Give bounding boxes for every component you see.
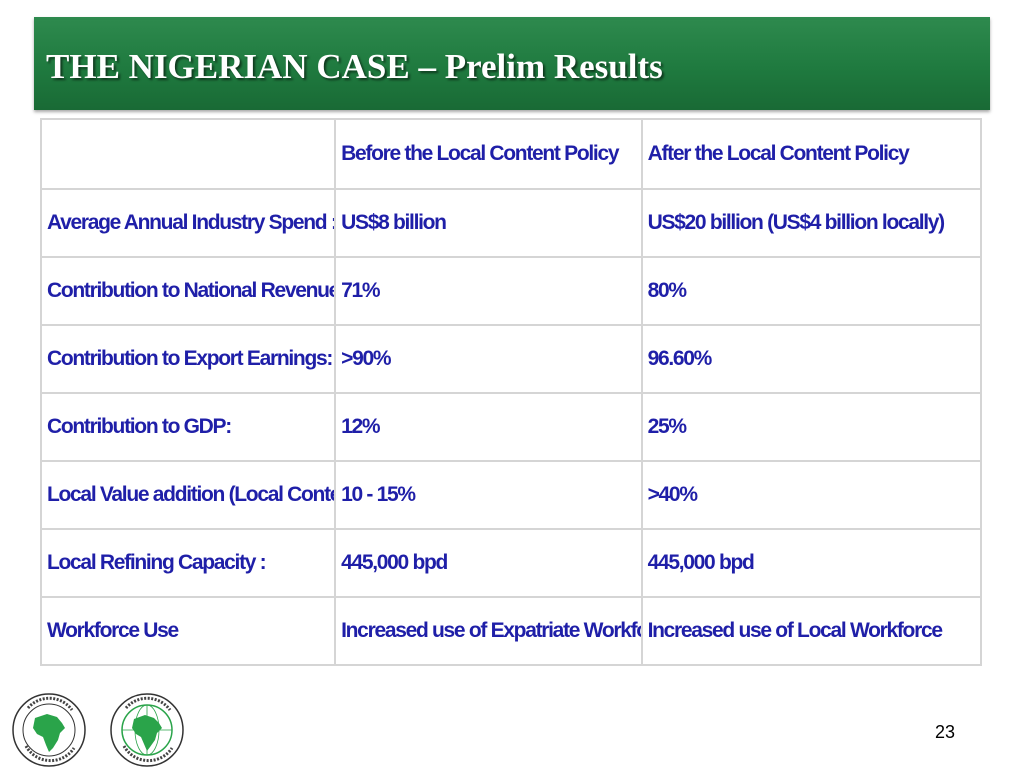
before-value: 71%	[334, 256, 643, 326]
afdb-bank-logo	[2, 690, 97, 768]
header-cell	[39, 118, 337, 190]
row-label: Contribution to Export Earnings:	[39, 324, 337, 394]
row-label: Average Annual Industry Spend :	[39, 188, 337, 258]
table-row: Contribution to National Revenue : 71% 8…	[39, 256, 983, 326]
row-label: Contribution to GDP:	[39, 392, 337, 462]
row-label: Local Refining Capacity :	[39, 528, 337, 598]
before-value: Increased use of Expatriate Workforce	[334, 596, 643, 666]
before-value: 445,000 bpd	[334, 528, 643, 598]
africa-map-icon	[33, 714, 65, 752]
title-bar: THE NIGERIAN CASE – Prelim Results	[34, 17, 990, 110]
before-value: US$8 billion	[334, 188, 643, 258]
after-value: Increased use of Local Workforce	[640, 596, 983, 666]
table-row: Contribution to GDP: 12% 25%	[39, 392, 983, 462]
header-cell: Before the Local Content Policy	[334, 118, 643, 190]
after-value: 96.60%	[640, 324, 983, 394]
row-label: Workforce Use	[39, 596, 337, 666]
results-table: Before the Local Content Policy After th…	[39, 118, 983, 666]
row-label: Contribution to National Revenue :	[39, 256, 337, 326]
table-row: Average Annual Industry Spend : US$8 bil…	[39, 188, 983, 258]
after-value: 25%	[640, 392, 983, 462]
table-row: Workforce Use Increased use of Expatriat…	[39, 596, 983, 666]
page-number: 23	[935, 722, 956, 742]
after-value: 80%	[640, 256, 983, 326]
row-label: Local Value addition (Local Content):	[39, 460, 337, 530]
before-value: 10 - 15%	[334, 460, 643, 530]
after-value: US$20 billion (US$4 billion locally)	[640, 188, 983, 258]
africa-map-icon	[132, 715, 162, 751]
table-row: Local Value addition (Local Content): 10…	[39, 460, 983, 530]
header-cell: After the Local Content Policy	[640, 118, 983, 190]
table-row: Local Refining Capacity : 445,000 bpd 44…	[39, 528, 983, 598]
after-value: 445,000 bpd	[640, 528, 983, 598]
table-row: Contribution to Export Earnings: >90% 96…	[39, 324, 983, 394]
slide-title: THE NIGERIAN CASE – Prelim Results	[46, 47, 663, 86]
afdf-fund-logo	[100, 690, 195, 768]
before-value: >90%	[334, 324, 643, 394]
after-value: >40%	[640, 460, 983, 530]
before-value: 12%	[334, 392, 643, 462]
table-header-row: Before the Local Content Policy After th…	[39, 118, 983, 190]
